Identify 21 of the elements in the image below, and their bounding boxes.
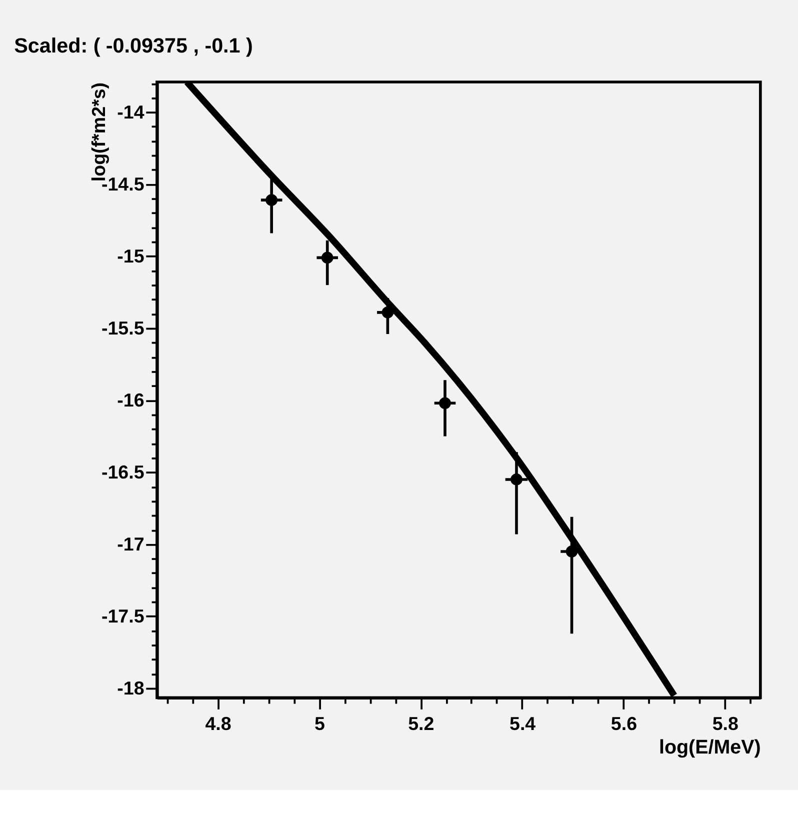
chart-title: Scaled: ( -0.09375 , -0.1 ) (14, 34, 253, 58)
x-tick-label: 5.8 (712, 713, 738, 734)
y-tick-label: -17.5 (101, 605, 144, 626)
point (266, 194, 278, 206)
x-tick-label: 5.6 (610, 713, 638, 734)
y-tick-label: -16 (117, 389, 144, 410)
y-tick-label: -14 (117, 101, 145, 122)
point (321, 252, 334, 264)
y-tick-label: -17 (117, 533, 144, 554)
point (566, 546, 578, 558)
y-tick-label: -15.5 (101, 317, 144, 338)
x-tick-label: 4.8 (205, 713, 232, 734)
y-tick-label: -18 (117, 677, 144, 698)
x-axis-title: log(E/MeV) (658, 736, 761, 759)
point (439, 397, 451, 410)
x-tick-label: 5.4 (509, 713, 536, 734)
x-tick-label: 5.2 (408, 713, 434, 734)
point (510, 474, 522, 486)
y-tick-label: -15 (117, 245, 144, 266)
x-tick-label: 5 (314, 713, 325, 734)
y-tick-label: -16.5 (101, 461, 144, 482)
